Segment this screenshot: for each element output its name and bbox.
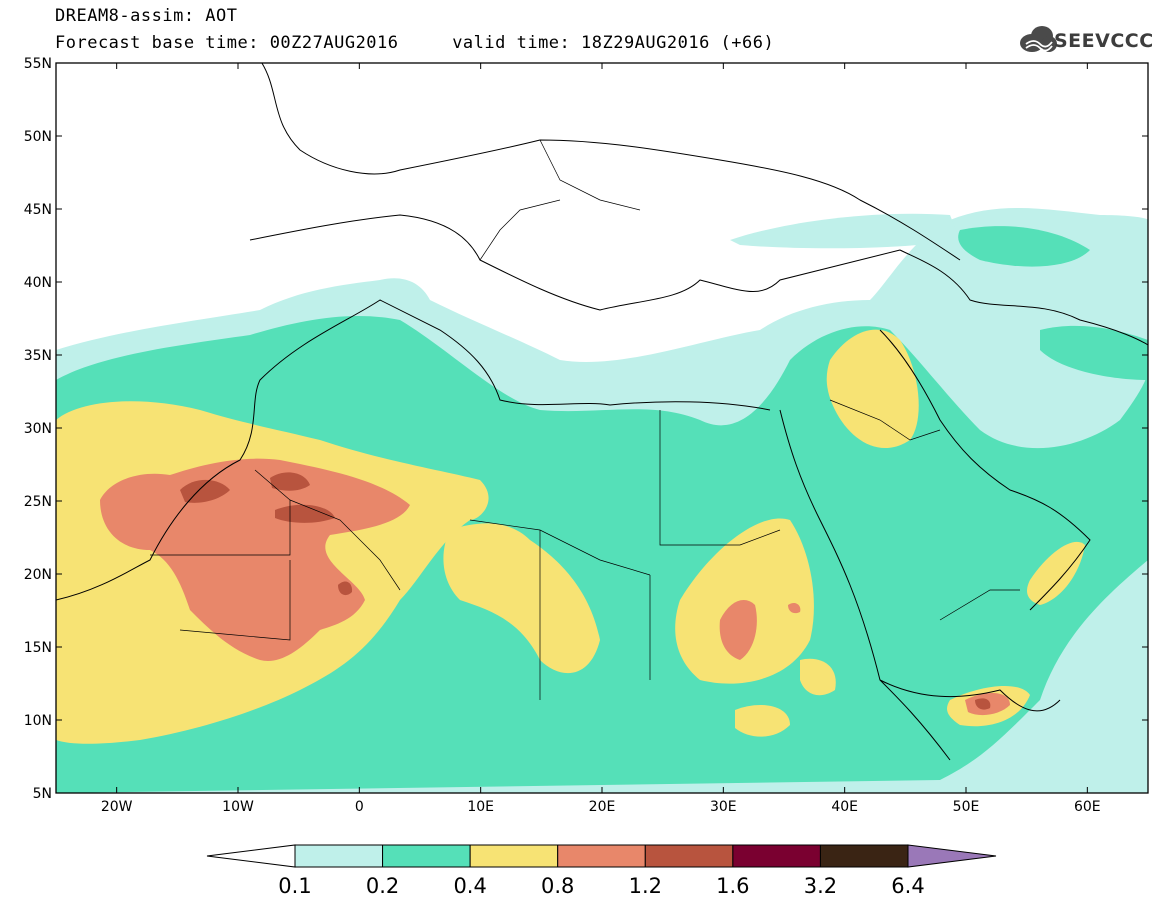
colorbar-swatch: [732, 844, 821, 868]
lat-tick-label: 35N: [24, 348, 52, 364]
colorbar-swatch: [644, 844, 734, 868]
colorbar-label: 1.2: [629, 874, 662, 898]
lon-tick-label: 40E: [831, 799, 858, 815]
lon-tick-label: 20W: [101, 799, 133, 815]
lat-tick-label: 15N: [24, 640, 52, 656]
lat-tick-label: 55N: [24, 56, 52, 72]
lon-tick-label: 50E: [953, 799, 980, 815]
title-line-2: Forecast base time: 00Z27AUG2016 valid t…: [55, 33, 775, 53]
lat-tick-label: 30N: [24, 421, 52, 437]
lon-tick-label: 60E: [1074, 799, 1101, 815]
colorbar-label: 6.4: [891, 874, 924, 898]
coastlines: [56, 63, 1148, 761]
lon-tick-label: 10W: [222, 799, 254, 815]
country-borders: [150, 139, 1020, 700]
colorbar-swatch: [382, 844, 471, 868]
logo-text: SEEVCCC: [1054, 30, 1154, 52]
colorbar-label: 3.2: [804, 874, 837, 898]
colorbar-label: 0.8: [541, 874, 574, 898]
colorbar-label: 1.6: [716, 874, 749, 898]
longitude-axis: 20W 10W 0 10E 20E 30E 40E 50E 60E: [101, 63, 1101, 815]
colorbar-swatch: [819, 844, 909, 868]
colorbar-label: 0.4: [453, 874, 486, 898]
colorbar-over-triangle: [907, 844, 997, 868]
colorbar-under-triangle: [206, 844, 296, 868]
lat-tick-label: 20N: [24, 567, 52, 583]
colorbar-swatch: [557, 844, 646, 868]
colorbar-label: 0.1: [278, 874, 311, 898]
aot-field: [56, 63, 1148, 793]
colorbar-swatch: [294, 844, 384, 868]
latitude-axis: 55N 50N 45N 40N 35N 30N 25N 20N 15N 10N 5N: [24, 56, 1148, 802]
colorbar-swatch: [469, 844, 559, 868]
lon-tick-label: 20E: [589, 799, 616, 815]
title-line-1: DREAM8-assim: AOT: [55, 6, 238, 26]
colorbar: 0.1 0.2 0.4 0.8 1.2 1.6 3.2 6.4: [206, 844, 997, 898]
lat-tick-label: 25N: [24, 494, 52, 510]
colorbar-label: 0.2: [366, 874, 399, 898]
lat-tick-label: 40N: [24, 275, 52, 291]
lat-tick-label: 5N: [33, 786, 52, 802]
lat-tick-label: 50N: [24, 129, 52, 145]
cloud-logo-icon: [1020, 26, 1057, 52]
lat-tick-label: 10N: [24, 713, 52, 729]
lat-tick-label: 45N: [24, 202, 52, 218]
lon-tick-label: 30E: [710, 799, 737, 815]
lon-tick-label: 10E: [467, 799, 494, 815]
lon-tick-label: 0: [355, 799, 364, 815]
